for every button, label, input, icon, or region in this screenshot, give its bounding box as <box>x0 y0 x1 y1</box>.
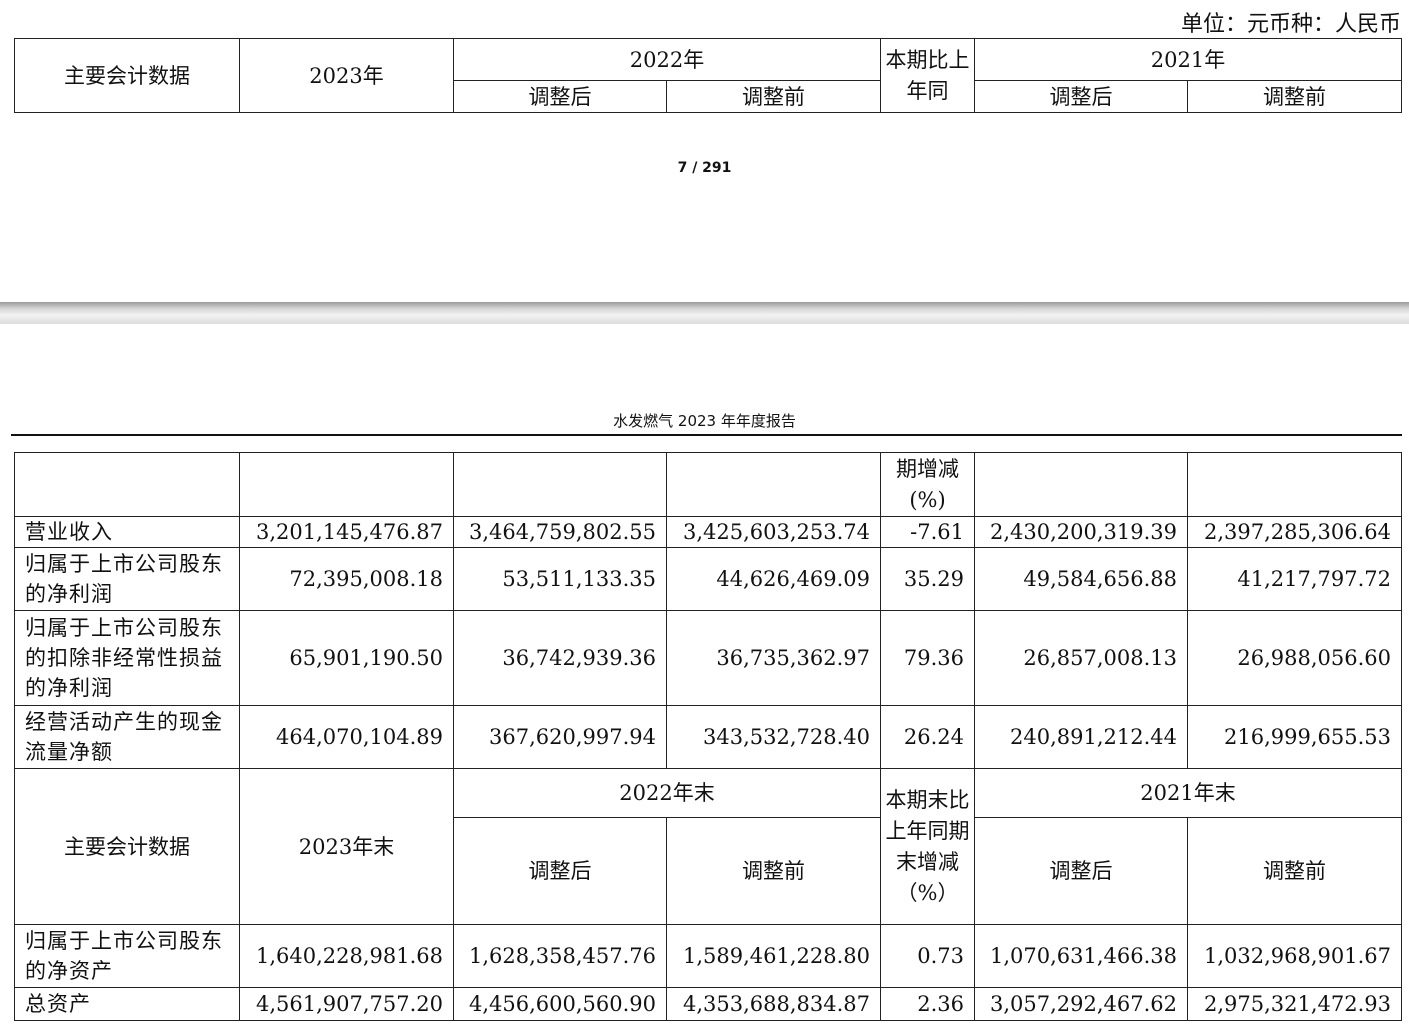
cell: 41,217,797.72 <box>1187 547 1402 611</box>
continuation-header-row: 期增减(%) <box>14 452 1402 517</box>
header-main-data: 主要会计数据 <box>14 768 240 925</box>
header-2022-adj-after: 调整后 <box>453 80 667 113</box>
header-2021: 2021年 <box>974 38 1403 81</box>
cell: 44,626,469.09 <box>666 547 881 611</box>
cell: 49,584,656.88 <box>974 547 1188 611</box>
header-2022-end: 2022年末 <box>453 768 881 818</box>
header-2021-end: 2021年末 <box>974 768 1402 818</box>
row-label: 归属于上市公司股东的净利润 <box>14 547 240 611</box>
cell: -7.61 <box>880 516 975 548</box>
cell: 36,742,939.36 <box>453 610 667 706</box>
cell: 1,628,358,457.76 <box>453 924 667 988</box>
cell: 2,975,321,472.93 <box>1187 987 1402 1021</box>
cell: 35.29 <box>880 547 975 611</box>
unit-label: 单位：元币种：人民币 <box>1180 12 1401 37</box>
cell: 464,070,104.89 <box>239 705 454 769</box>
header-2022-adj-before: 调整前 <box>665 80 882 113</box>
running-header: 水发燃气 2023 年年度报告 <box>613 412 796 430</box>
table-row: 归属于上市公司股东的扣除非经常性损益的净利润 65,901,190.50 36,… <box>14 610 1402 706</box>
table-header-page7: 主要会计数据 2023年 2022年 本期比上年同 2021年 调整后 调整前 … <box>14 38 1403 113</box>
header-yoy: 本期比上年同 <box>880 38 976 113</box>
cell: 3,464,759,802.55 <box>453 516 667 548</box>
cell: 26.24 <box>880 705 975 769</box>
header-2021-adj-after: 调整后 <box>974 80 1189 113</box>
header-yoy-cont: 期增减(%) <box>880 452 975 517</box>
table-row: 归属于上市公司股东的净资产 1,640,228,981.68 1,628,358… <box>14 924 1402 988</box>
cell: 26,988,056.60 <box>1187 610 1402 706</box>
cell: 240,891,212.44 <box>974 705 1188 769</box>
cell: 26,857,008.13 <box>974 610 1188 706</box>
header-2022-adj-after: 调整后 <box>453 817 667 925</box>
table-row: 归属于上市公司股东的净利润 72,395,008.18 53,511,133.3… <box>14 547 1402 611</box>
cell: 2.36 <box>880 987 975 1021</box>
cell: 3,201,145,476.87 <box>239 516 454 548</box>
cell: 3,425,603,253.74 <box>666 516 881 548</box>
cell: 0.73 <box>880 924 975 988</box>
header-2021-adj-before: 调整前 <box>1187 80 1403 113</box>
row-label: 总资产 <box>14 987 240 1021</box>
table-row: 经营活动产生的现金流量净额 464,070,104.89 367,620,997… <box>14 705 1402 769</box>
header-yoy-end: 本期末比上年同期末增减（%） <box>880 768 975 925</box>
cell: 367,620,997.94 <box>453 705 667 769</box>
cell: 65,901,190.50 <box>239 610 454 706</box>
cell: 72,395,008.18 <box>239 547 454 611</box>
page-separator <box>0 302 1409 324</box>
row-label: 营业收入 <box>14 516 240 548</box>
row-label: 经营活动产生的现金流量净额 <box>14 705 240 769</box>
cell: 1,032,968,901.67 <box>1187 924 1402 988</box>
header-2021-adj-before: 调整前 <box>1187 817 1402 925</box>
cell: 79.36 <box>880 610 975 706</box>
cell: 4,456,600,560.90 <box>453 987 667 1021</box>
header-rule <box>11 434 1402 436</box>
cell: 1,640,228,981.68 <box>239 924 454 988</box>
row-label: 归属于上市公司股东的扣除非经常性损益的净利润 <box>14 610 240 706</box>
header-2023: 2023年 <box>239 38 454 113</box>
header-2022: 2022年 <box>452 38 882 81</box>
cell: 4,353,688,834.87 <box>666 987 881 1021</box>
header-2022-adj-before: 调整前 <box>666 817 881 925</box>
cell: 343,532,728.40 <box>666 705 881 769</box>
row-label: 归属于上市公司股东的净资产 <box>14 924 240 988</box>
page-number: 7 / 291 <box>677 160 732 176</box>
cell: 3,057,292,467.62 <box>974 987 1188 1021</box>
cell: 4,561,907,757.20 <box>239 987 454 1021</box>
table-row: 总资产 4,561,907,757.20 4,456,600,560.90 4,… <box>14 987 1402 1021</box>
cell: 1,589,461,228.80 <box>666 924 881 988</box>
header-main-data: 主要会计数据 <box>14 38 240 113</box>
cell: 2,397,285,306.64 <box>1187 516 1402 548</box>
cell: 216,999,655.53 <box>1187 705 1402 769</box>
header-2021-adj-after: 调整后 <box>974 817 1188 925</box>
cell: 53,511,133.35 <box>453 547 667 611</box>
cell: 1,070,631,466.38 <box>974 924 1188 988</box>
table-row: 营业收入 3,201,145,476.87 3,464,759,802.55 3… <box>14 516 1402 548</box>
table-main-data: 期增减(%) 营业收入 3,201,145,476.87 3,464,759,8… <box>14 452 1402 1021</box>
cell: 2,430,200,319.39 <box>974 516 1188 548</box>
header-2023-end: 2023年末 <box>239 768 454 925</box>
cell: 36,735,362.97 <box>666 610 881 706</box>
